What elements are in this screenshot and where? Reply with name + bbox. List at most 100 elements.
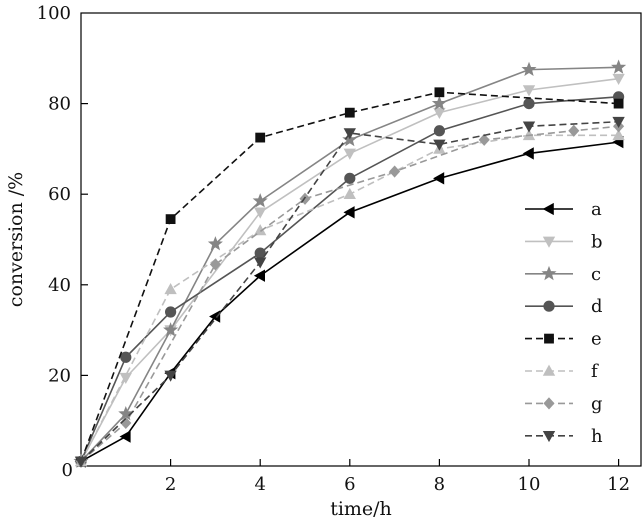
series-line-g [80,125,619,463]
y-tick-label: 0 [62,460,73,481]
x-tick-label: 2 [165,474,176,495]
series-layer [73,59,627,468]
data-point [542,430,556,443]
y-axis-ticks: 20 40 60 80 100 [37,3,88,386]
x-axis-label: time/h [330,498,392,520]
data-point [344,107,355,118]
series-d [75,91,625,468]
series-line-h [80,120,619,463]
data-point [431,95,447,111]
data-point [209,310,221,323]
legend-item-g: g [525,393,603,414]
data-point [611,59,627,74]
x-tick-label: 4 [254,474,265,495]
legend-item-e: e [525,329,602,350]
x-tick-label: 12 [607,474,630,495]
data-point [478,133,490,146]
legend-item-d: d [525,296,603,317]
data-point [165,214,176,225]
data-point [522,121,536,133]
legend-item-h: h [525,426,603,447]
legend-item-c: c [525,264,601,285]
data-point [344,172,356,184]
data-point [542,364,556,376]
y-tick-label: 80 [48,94,71,115]
legend-item-a: a [525,199,602,220]
data-point [433,107,446,119]
legend-item-b: b [525,231,603,252]
y-tick-label: 20 [48,365,71,386]
y-tick-label: 100 [37,3,71,24]
x-axis-ticks: 2 4 6 8 10 12 0 [62,459,630,495]
data-point [164,370,177,382]
data-point [543,300,555,312]
data-point [613,98,624,109]
data-point [255,132,266,143]
plot-frame [80,12,642,467]
series-g [75,120,625,468]
data-point [254,207,267,219]
data-point [343,206,355,219]
data-point [542,236,556,248]
data-point [207,236,223,251]
y-tick-label: 60 [48,184,71,205]
legend-label: h [591,426,603,447]
series-e [76,87,624,467]
x-tick-label: 6 [344,474,355,495]
data-point [522,147,534,160]
data-point [542,202,554,216]
legend-label: a [591,199,602,220]
data-point [164,283,177,295]
data-point [433,139,446,151]
data-point [253,269,266,282]
x-tick-label: 10 [518,474,541,495]
legend-label: f [591,361,599,382]
data-point [343,187,356,200]
legend-label: c [591,264,601,285]
y-axis-label: conversion /% [5,172,27,307]
data-point [541,265,557,281]
series-h [74,116,625,468]
data-point [74,456,88,468]
data-point [209,258,221,271]
data-point [433,172,445,185]
data-point [523,98,535,110]
data-point [119,430,131,443]
data-point [522,85,536,97]
data-point [118,405,134,421]
data-point [163,322,179,337]
legend-item-f: f [525,361,599,382]
data-point [343,148,356,160]
legend-label: g [591,393,603,414]
data-point [252,193,268,208]
data-point [343,128,356,140]
data-point [119,372,132,384]
series-c [73,59,627,468]
data-point [521,61,537,77]
data-point [543,397,555,410]
data-point [568,124,580,137]
legend-label: b [591,231,603,252]
data-point [254,224,267,236]
series-line-d [80,96,619,462]
data-point [389,165,401,178]
data-point [254,257,267,269]
legend-label: d [591,296,603,317]
y-tick-label: 40 [48,275,71,296]
series-line-e [80,91,619,462]
data-point [544,333,554,344]
data-point [434,87,445,98]
data-point [433,125,445,137]
data-point [612,73,625,86]
legend-label: e [591,329,602,350]
series-line-b [80,77,619,462]
series-line-f [80,134,619,462]
data-point [612,116,625,129]
data-point [612,128,625,141]
data-point [120,351,132,363]
data-point [165,306,177,318]
series-a [74,135,624,468]
x-tick-label: 8 [434,474,445,495]
